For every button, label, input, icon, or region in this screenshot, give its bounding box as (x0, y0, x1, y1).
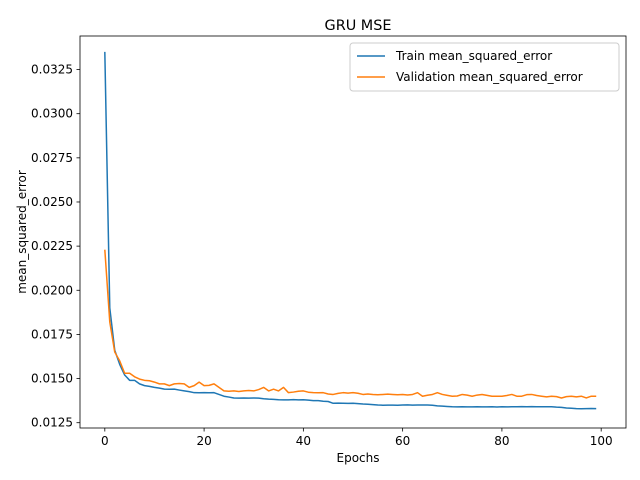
legend-label-train: Train mean_squared_error (395, 49, 552, 63)
x-tick-label: 40 (296, 434, 311, 448)
y-tick-label: 0.0150 (31, 372, 73, 386)
chart-title: GRU MSE (325, 18, 392, 34)
y-tick-label: 0.0200 (31, 283, 73, 297)
x-tick-label: 60 (395, 434, 410, 448)
y-tick-label: 0.0225 (31, 239, 73, 253)
legend: Train mean_squared_error Validation mean… (349, 42, 620, 92)
y-tick-label: 0.0275 (31, 151, 73, 165)
y-tick-label: 0.0125 (31, 416, 73, 430)
validation-series-line (104, 249, 597, 399)
y-tick-label: 0.0325 (31, 63, 73, 77)
x-tick-label: 80 (494, 434, 509, 448)
x-axis-label: Epochs (337, 451, 380, 465)
y-tick-label: 0.0250 (31, 195, 73, 209)
plot-frame (79, 35, 627, 429)
y-axis: 0.0125 0.0150 0.0175 0.0200 0.0225 0.0250 0.02… (31, 63, 80, 430)
x-tick-label: 20 (196, 434, 211, 448)
legend-box (349, 42, 620, 92)
y-tick-label: 0.0300 (31, 107, 73, 121)
x-tick-label: 100 (590, 434, 613, 448)
legend-label-validation: Validation mean_squared_error (396, 70, 583, 84)
x-axis: 0 20 40 60 80 100 (101, 428, 613, 448)
y-tick-label: 0.0175 (31, 327, 73, 341)
x-tick-label: 0 (101, 434, 109, 448)
train-series-line (104, 51, 597, 410)
series-layer (104, 51, 597, 410)
y-axis-label: mean_squared_error (15, 170, 29, 294)
